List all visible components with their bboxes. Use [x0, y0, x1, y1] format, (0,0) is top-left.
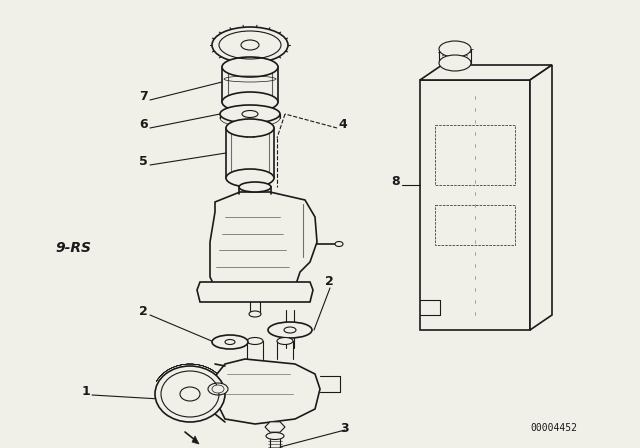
Bar	[435, 125, 515, 185]
Text: 3: 3	[340, 422, 349, 435]
Text: 2: 2	[140, 305, 148, 318]
Ellipse shape	[225, 340, 235, 345]
Ellipse shape	[241, 40, 259, 50]
Text: 5: 5	[140, 155, 148, 168]
Polygon shape	[210, 192, 317, 287]
Text: 1: 1	[81, 385, 90, 398]
Polygon shape	[192, 436, 199, 444]
Ellipse shape	[222, 57, 278, 77]
Ellipse shape	[226, 169, 274, 187]
Bar	[435, 205, 515, 245]
Ellipse shape	[277, 337, 293, 345]
Ellipse shape	[439, 41, 471, 57]
Text: 2: 2	[325, 275, 333, 288]
Ellipse shape	[226, 119, 274, 137]
Ellipse shape	[266, 432, 284, 439]
Polygon shape	[265, 422, 285, 432]
Text: 00004452: 00004452	[530, 423, 577, 433]
Ellipse shape	[155, 366, 225, 422]
Ellipse shape	[212, 27, 288, 63]
Ellipse shape	[180, 387, 200, 401]
Ellipse shape	[335, 241, 343, 246]
Ellipse shape	[242, 111, 258, 117]
Ellipse shape	[439, 55, 471, 71]
Text: 4: 4	[338, 118, 347, 131]
Bar	[420, 80, 530, 330]
Ellipse shape	[268, 322, 312, 338]
Ellipse shape	[222, 92, 278, 112]
Text: 8: 8	[392, 175, 400, 188]
Polygon shape	[197, 282, 313, 302]
Ellipse shape	[212, 385, 224, 393]
Text: 7: 7	[140, 90, 148, 103]
Ellipse shape	[208, 383, 228, 395]
Ellipse shape	[284, 327, 296, 333]
Ellipse shape	[220, 105, 280, 123]
Polygon shape	[420, 65, 552, 80]
Polygon shape	[530, 65, 552, 330]
Ellipse shape	[239, 182, 271, 192]
Text: 6: 6	[140, 118, 148, 131]
Polygon shape	[213, 359, 320, 424]
Ellipse shape	[247, 337, 263, 345]
Ellipse shape	[249, 311, 261, 317]
Ellipse shape	[212, 335, 248, 349]
Text: 9-RS: 9-RS	[55, 241, 91, 255]
